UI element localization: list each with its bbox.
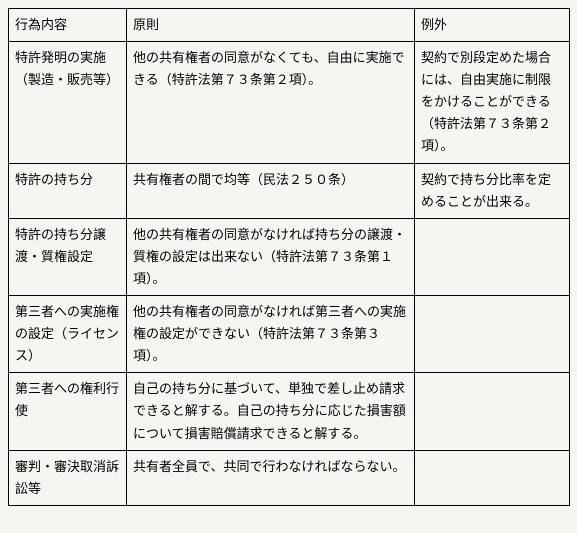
cell-act: 審判・審決取消訴訟等 [9, 450, 127, 505]
cell-exception [415, 218, 570, 295]
table-container: 行為内容 原則 例外 特許発明の実施（製造・販売等） 他の共有権者の同意がなくて… [8, 8, 569, 506]
cell-exception [415, 373, 570, 450]
table-row: 特許発明の実施（製造・販売等） 他の共有権者の同意がなくても、自由に実施できる（… [9, 42, 570, 163]
cell-exception [415, 450, 570, 505]
cell-principle: 他の共有権者の同意がなくても、自由に実施できる（特許法第７３条第２項）。 [127, 42, 415, 163]
cell-principle: 自己の持ち分に基づいて、単独で差し止め請求できると解する。自己の持ち分に応じた損… [127, 373, 415, 450]
cell-exception: 契約で持ち分比率を定めることが出来る。 [415, 163, 570, 218]
table-row: 特許の持ち分 共有権者の間で均等（民法２５０条） 契約で持ち分比率を定めることが… [9, 163, 570, 218]
table-row: 第三者への実施権の設定（ライセンス） 他の共有権者の同意がなければ第三者への実施… [9, 296, 570, 373]
cell-exception: 契約で別段定めた場合には、自由実施に制限をかけることができる（特許法第７３条第２… [415, 42, 570, 163]
header-row: 行為内容 原則 例外 [9, 9, 570, 42]
cell-act: 特許の持ち分 [9, 163, 127, 218]
patent-coownership-table: 行為内容 原則 例外 特許発明の実施（製造・販売等） 他の共有権者の同意がなくて… [8, 8, 570, 506]
table-row: 第三者への権利行使 自己の持ち分に基づいて、単独で差し止め請求できると解する。自… [9, 373, 570, 450]
table-row: 審判・審決取消訴訟等 共有者全員で、共同で行わなければならない。 [9, 450, 570, 505]
cell-principle: 他の共有権者の同意がなければ持ち分の譲渡・質権の設定は出来ない（特許法第７３条第… [127, 218, 415, 295]
cell-principle: 他の共有権者の同意がなければ第三者への実施権の設定ができない（特許法第７３条第３… [127, 296, 415, 373]
cell-act: 第三者への権利行使 [9, 373, 127, 450]
cell-principle: 共有者全員で、共同で行わなければならない。 [127, 450, 415, 505]
header-col1: 行為内容 [9, 9, 127, 42]
cell-act: 第三者への実施権の設定（ライセンス） [9, 296, 127, 373]
header-col3: 例外 [415, 9, 570, 42]
header-col2: 原則 [127, 9, 415, 42]
cell-act: 特許発明の実施（製造・販売等） [9, 42, 127, 163]
table-row: 特許の持ち分譲渡・質権設定 他の共有権者の同意がなければ持ち分の譲渡・質権の設定… [9, 218, 570, 295]
cell-act: 特許の持ち分譲渡・質権設定 [9, 218, 127, 295]
cell-exception [415, 296, 570, 373]
cell-principle: 共有権者の間で均等（民法２５０条） [127, 163, 415, 218]
